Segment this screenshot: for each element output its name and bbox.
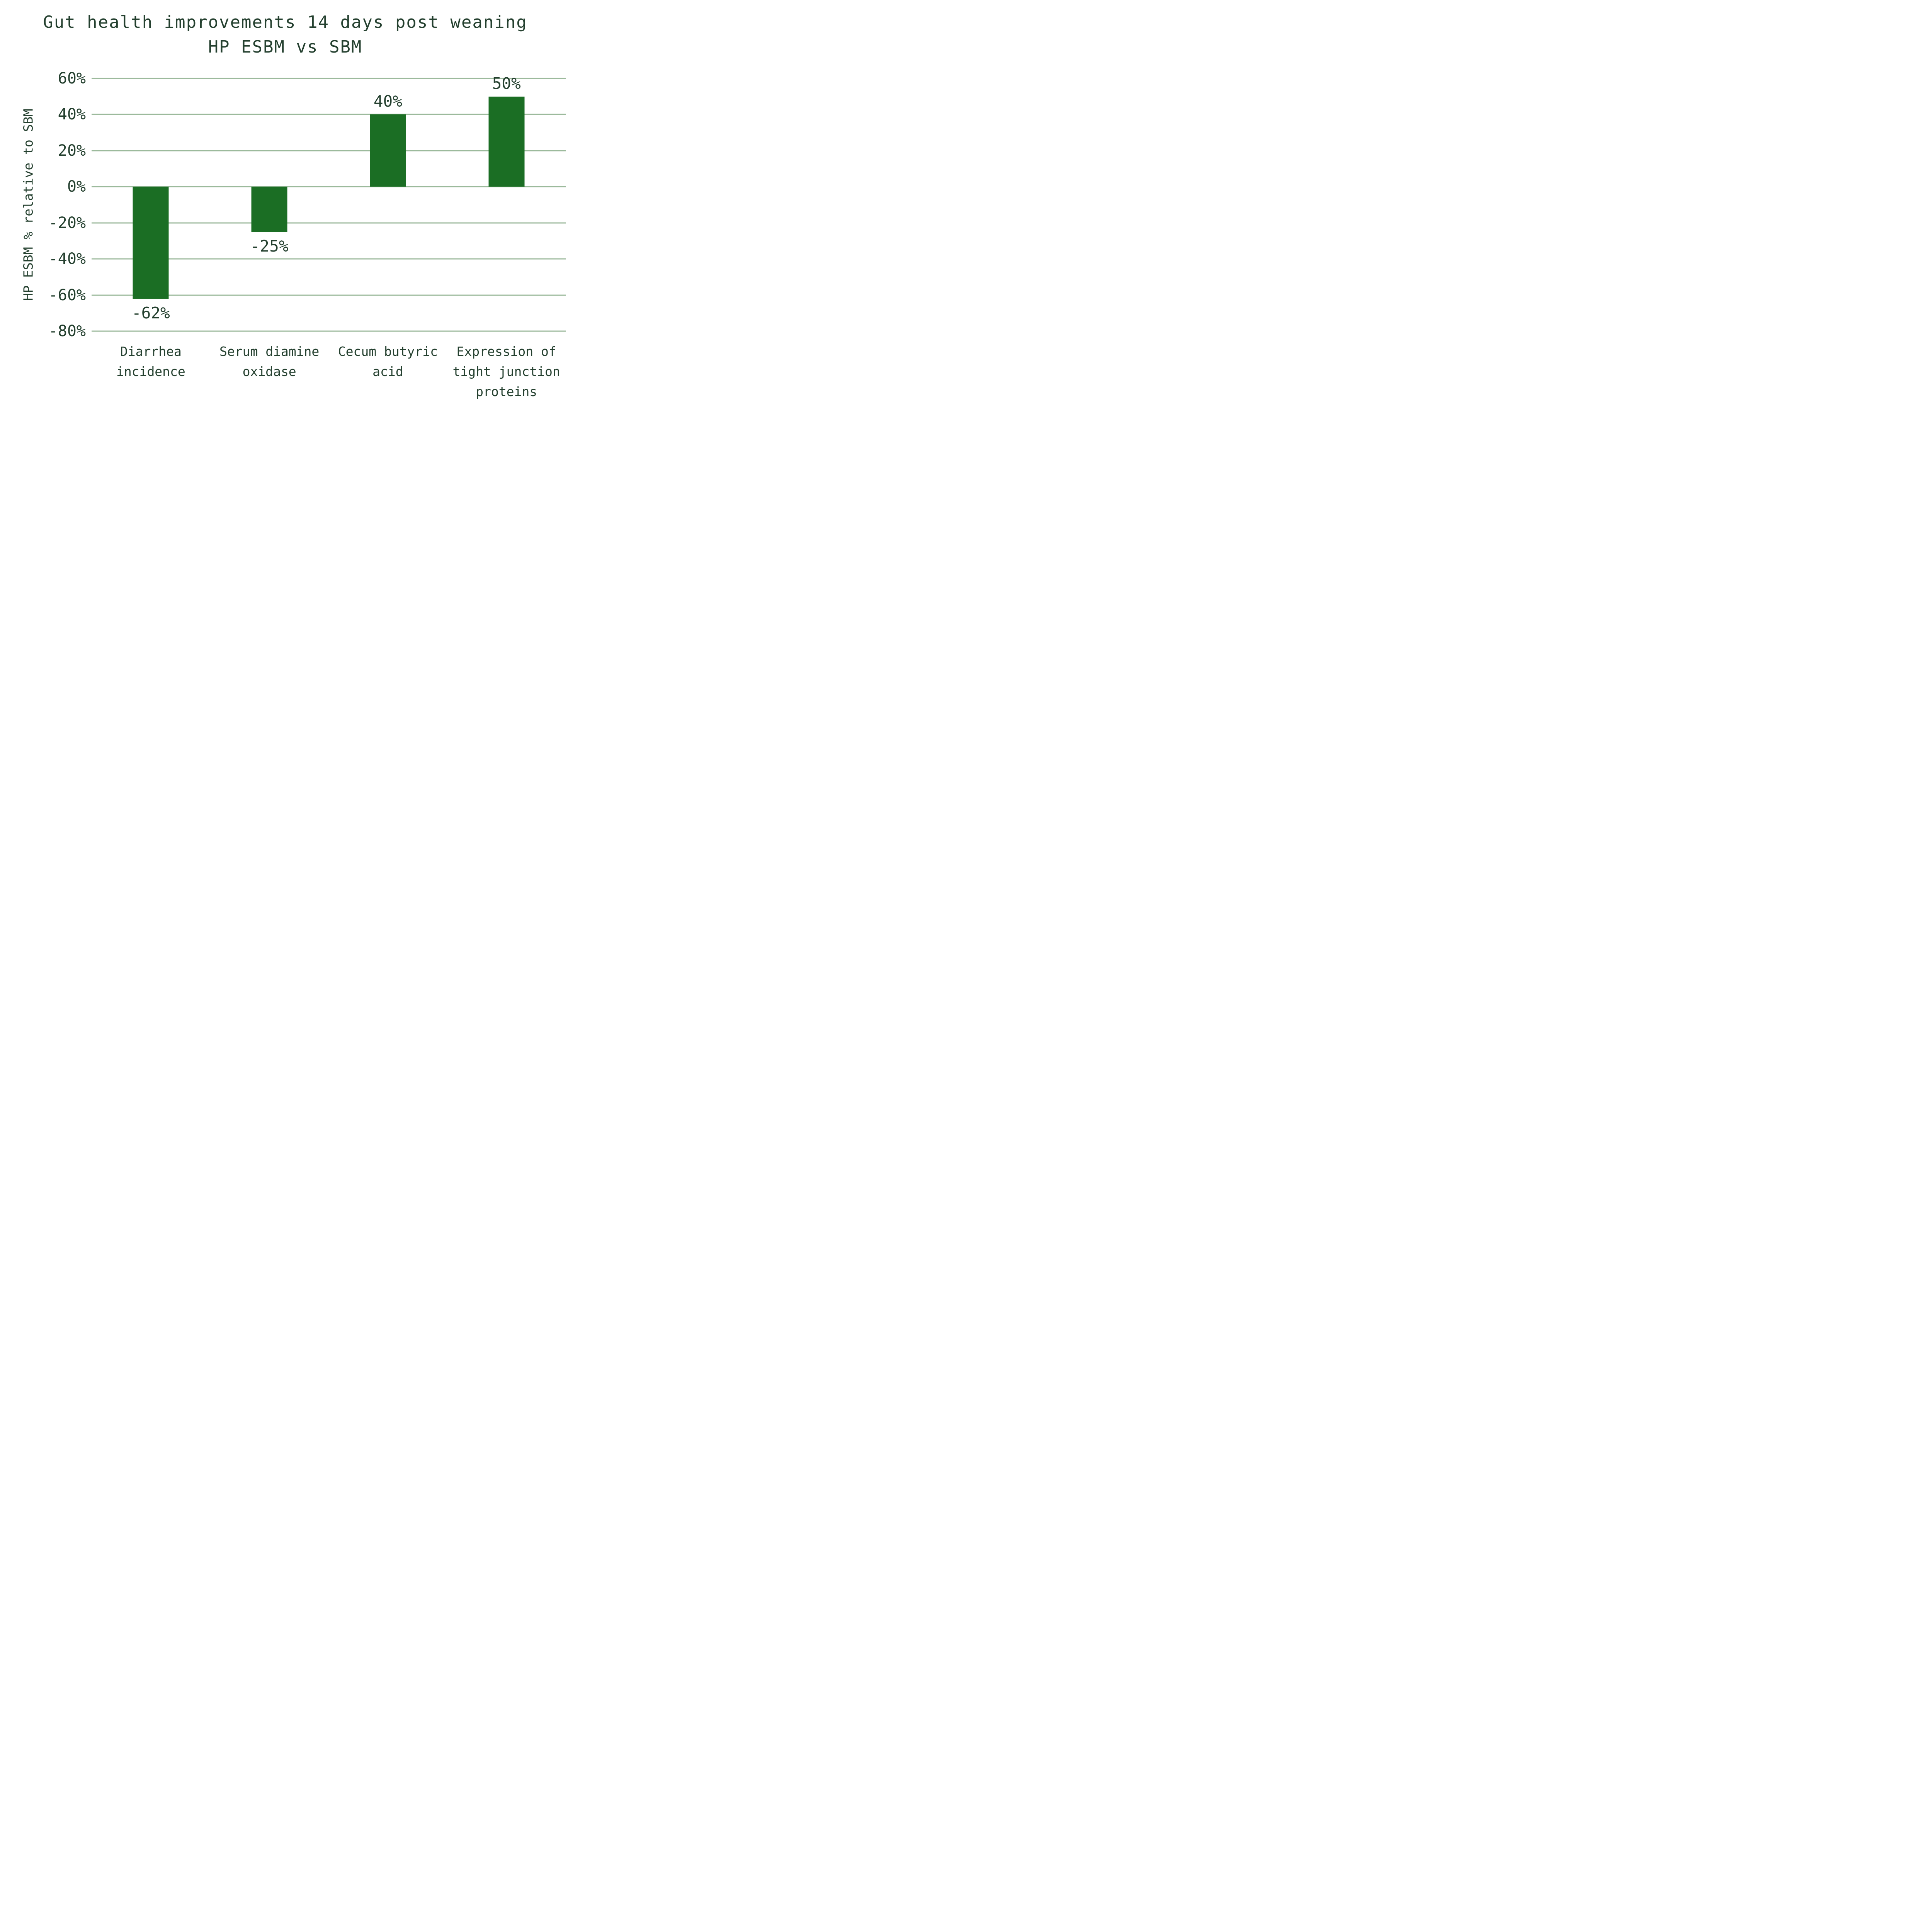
gridline — [92, 294, 566, 296]
y-tick-labels: 60% 40% 20% 0% -20% -40% -60% -80% — [0, 71, 86, 339]
x-category-label: Serum diamine oxidase — [219, 342, 319, 382]
y-tick-label: -40% — [48, 250, 86, 268]
gridline — [92, 330, 566, 332]
bar-chart-figure: Gut health improvements 14 days post wea… — [0, 0, 570, 403]
y-tick-label: -80% — [48, 322, 86, 340]
chart-title-line2: HP ESBM vs SBM — [208, 37, 362, 57]
x-category-label-line: Diarrhea — [120, 344, 182, 359]
bar-group: 40% Cecum butyric acid — [329, 78, 447, 379]
y-tick-label: 60% — [58, 70, 86, 87]
x-category-label-line: Expression of — [456, 344, 556, 359]
y-tick-label: 0% — [67, 178, 86, 196]
chart-title-line1: Gut health improvements 14 days post wea… — [43, 12, 527, 32]
bar-value-label: -25% — [250, 237, 289, 256]
x-category-label: Expression of tight junction proteins — [453, 342, 560, 402]
bar — [370, 114, 406, 187]
bar — [251, 187, 287, 232]
x-category-label: Diarrhea incidence — [116, 342, 185, 382]
y-tick-label: -60% — [48, 286, 86, 304]
x-category-label-line: oxidase — [242, 364, 296, 379]
x-category-label-line: acid — [372, 364, 403, 379]
bar-group: -25% Serum diamine oxidase — [210, 78, 329, 379]
bar-value-label: -62% — [132, 303, 170, 322]
x-category-label: Cecum butyric acid — [338, 342, 438, 382]
y-tick-label: 20% — [58, 141, 86, 160]
gridline — [92, 186, 566, 187]
y-tick-label: 40% — [58, 105, 86, 124]
gridline — [92, 78, 566, 79]
bar-group: 50% Expression of tight junction proteins — [447, 74, 566, 399]
bar-group: -62% Diarrhea incidence — [92, 78, 210, 379]
axes-area: 60% 40% 20% 0% -20% -40% -60% -80% -62% Diarrhea… — [0, 71, 566, 399]
gridlines — [92, 78, 566, 332]
gridline — [92, 222, 566, 224]
x-category-label-line: Cecum butyric — [338, 344, 438, 359]
bar-value-label: 40% — [373, 92, 402, 111]
chart-title: Gut health improvements 14 days post wea… — [0, 10, 570, 60]
bar — [488, 96, 525, 187]
plot-area: -62% Diarrhea incidence -25% Serum diamine ox… — [92, 74, 566, 399]
bar-value-label: 50% — [492, 74, 521, 93]
x-category-label-line: Serum diamine — [219, 344, 320, 359]
x-category-label-line: tight junction — [452, 364, 560, 379]
plot-bars: -62% Diarrhea incidence -25% Serum diamine ox… — [92, 74, 566, 399]
gridline — [92, 114, 566, 115]
gridline — [92, 150, 566, 151]
bar — [133, 187, 169, 299]
x-category-label-line: proteins — [476, 384, 537, 399]
x-category-label-line: incidence — [116, 364, 185, 379]
gridline — [92, 258, 566, 260]
y-tick-label: -20% — [48, 214, 86, 232]
